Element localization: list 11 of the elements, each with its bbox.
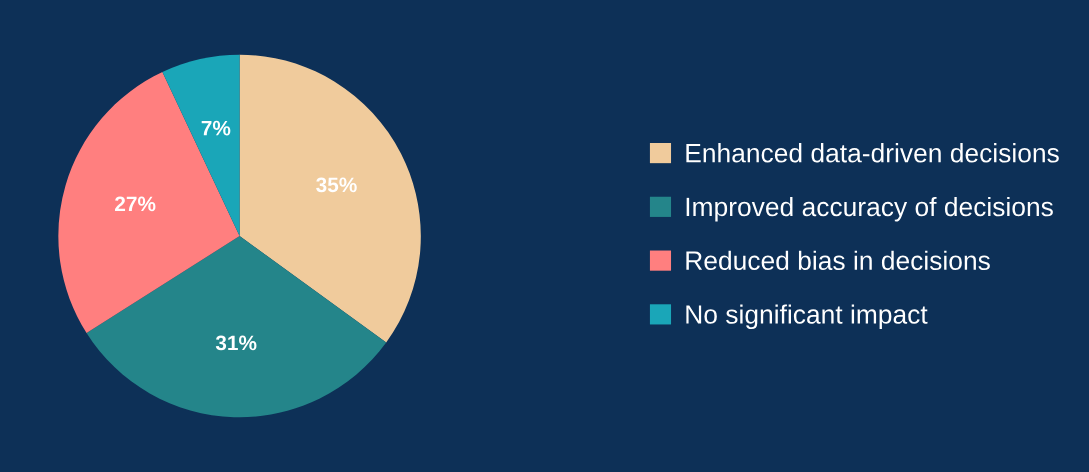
- legend-label: Improved accuracy of decisions: [686, 196, 1053, 222]
- legend-label: Enhanced data-driven decisions: [686, 143, 1059, 163]
- pie-slice: [58, 72, 240, 334]
- pie-slice: [86, 236, 387, 418]
- data-label: 31%: [215, 335, 257, 351]
- data-label: 35%: [316, 177, 357, 193]
- legend-label: No significant impact: [686, 304, 928, 330]
- data-label: 27%: [115, 196, 156, 212]
- pie-slice: [162, 54, 240, 236]
- data-label: 7%: [201, 120, 231, 136]
- legend-label: Reduced bias in decisions: [686, 250, 990, 271]
